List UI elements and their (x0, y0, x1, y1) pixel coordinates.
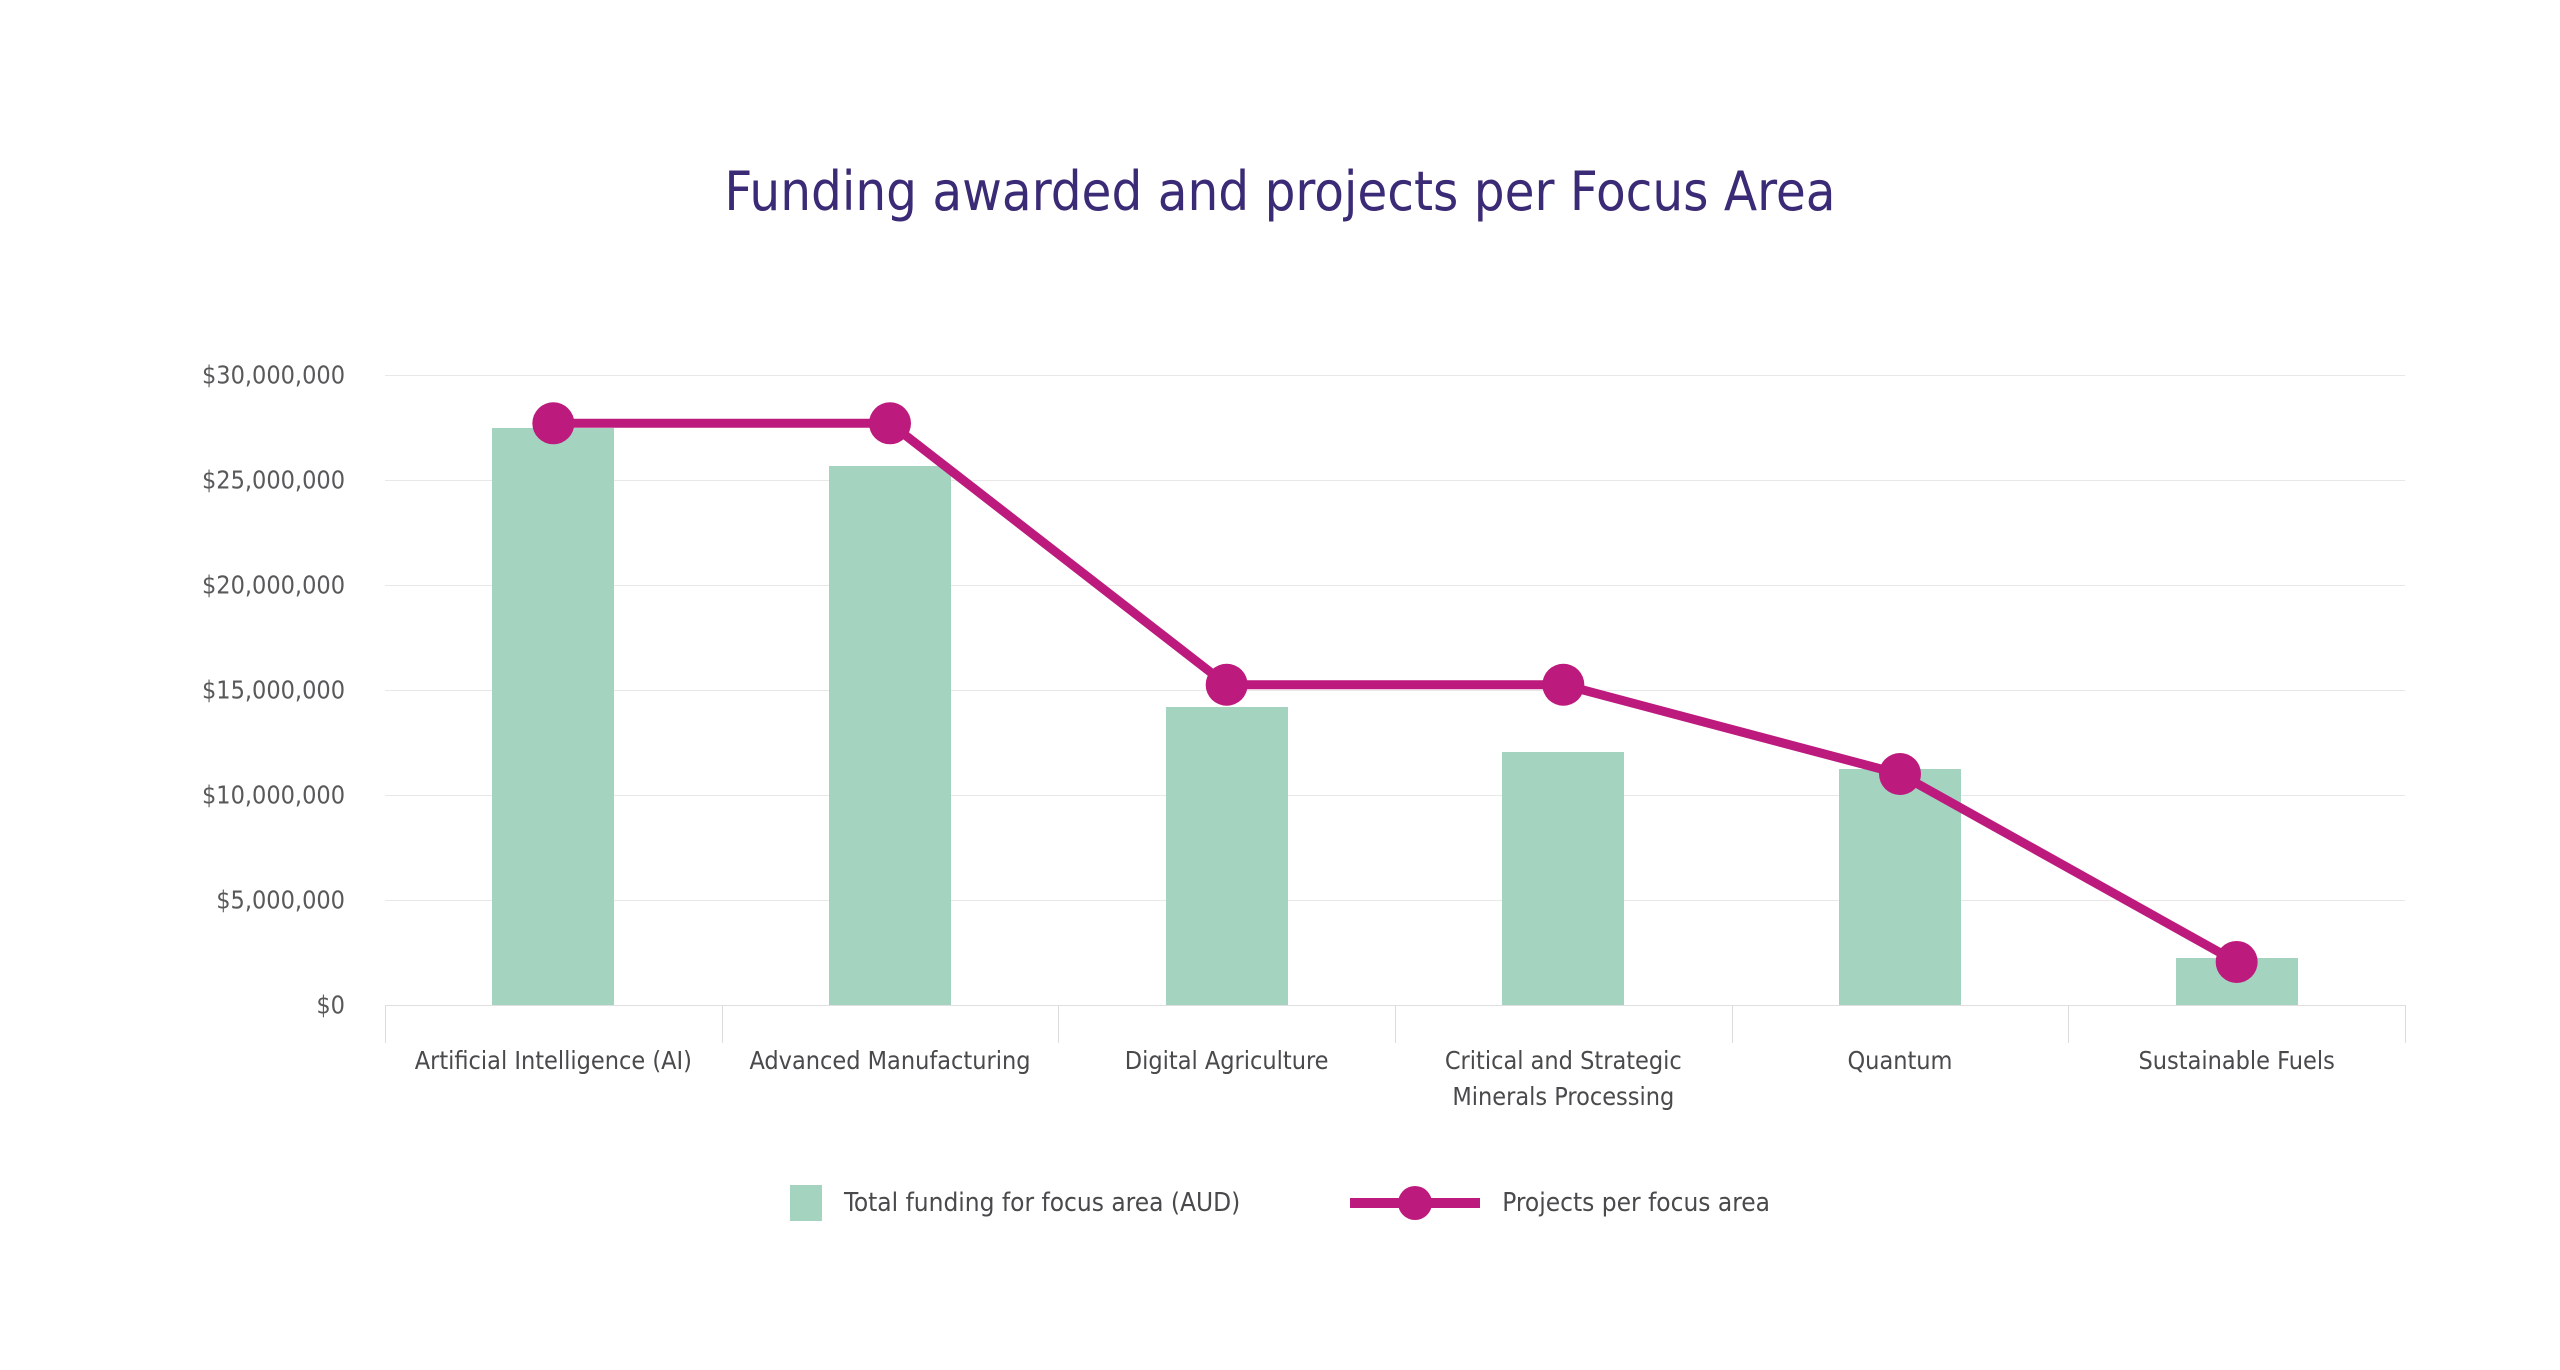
x-axis-tick (722, 1005, 723, 1043)
x-axis-label-line: Artificial Intelligence (AI) (415, 1046, 692, 1075)
bar[interactable] (1839, 769, 1961, 1005)
chart-legend: Total funding for focus area (AUD) Proje… (0, 1185, 2560, 1221)
bar[interactable] (2176, 958, 2298, 1005)
x-axis-label-line: Digital Agriculture (1125, 1046, 1329, 1075)
chart-container: Funding awarded and projects per Focus A… (0, 0, 2560, 1370)
x-axis-category-label: Artificial Intelligence (AI) (385, 1043, 722, 1079)
x-axis-label-line: Quantum (1847, 1046, 1952, 1075)
x-axis-label-line: Sustainable Fuels (2139, 1046, 2335, 1075)
x-axis-category-label: Sustainable Fuels (2068, 1043, 2405, 1079)
x-axis-tick (385, 1005, 386, 1043)
x-axis-tick (1395, 1005, 1396, 1043)
y-axis-tick-label: $30,000,000 (0, 361, 345, 390)
x-axis-category-label: Advanced Manufacturing (722, 1043, 1059, 1079)
legend-label-projects: Projects per focus area (1502, 1188, 1770, 1218)
legend-swatch-icon (790, 1185, 822, 1221)
x-axis-category-label: Critical and Strategic Minerals Processin… (1395, 1043, 1732, 1115)
x-axis-tick (1058, 1005, 1059, 1043)
x-axis-category-label: Digital Agriculture (1058, 1043, 1395, 1079)
x-axis-tick (2068, 1005, 2069, 1043)
bar[interactable] (1166, 707, 1288, 1005)
x-axis-label-line: Critical and Strategic (1445, 1046, 1682, 1075)
line-marker[interactable] (1206, 664, 1248, 706)
x-axis-label-line: Minerals Processing (1452, 1082, 1674, 1111)
gridline (385, 900, 2405, 901)
bar[interactable] (492, 428, 614, 1006)
gridline (385, 480, 2405, 481)
gridline (385, 375, 2405, 376)
line-path (553, 423, 2236, 962)
legend-item-projects[interactable]: Projects per focus area (1350, 1185, 1770, 1221)
legend-item-funding[interactable]: Total funding for focus area (AUD) (790, 1185, 1240, 1221)
y-axis-tick-label: $20,000,000 (0, 571, 345, 600)
x-axis-tick (1732, 1005, 1733, 1043)
y-axis-tick-label: $15,000,000 (0, 676, 345, 705)
x-axis-category-label: Quantum (1732, 1043, 2069, 1079)
y-axis-tick-label: $0 (0, 991, 345, 1020)
y-axis-tick-label: $5,000,000 (0, 886, 345, 915)
line-marker[interactable] (869, 402, 911, 444)
bar[interactable] (829, 466, 951, 1005)
legend-label-funding: Total funding for focus area (AUD) (844, 1188, 1240, 1218)
gridline (385, 795, 2405, 796)
x-axis-tick (2405, 1005, 2406, 1043)
y-axis-labels: $0 $5,000,000 $10,000,000 $15,000,000 $20,00… (0, 0, 355, 1370)
plot-area (385, 375, 2405, 1005)
gridline (385, 690, 2405, 691)
x-axis: Artificial Intelligence (AI) Advanced Man… (385, 1005, 2405, 1165)
y-axis-tick-label: $10,000,000 (0, 781, 345, 810)
chart-title: Funding awarded and projects per Focus A… (0, 160, 2560, 223)
line-marker[interactable] (1542, 664, 1584, 706)
legend-line-marker-icon (1350, 1185, 1480, 1221)
y-axis-tick-label: $25,000,000 (0, 466, 345, 495)
bar[interactable] (1502, 752, 1624, 1005)
x-axis-label-line: Advanced Manufacturing (749, 1046, 1030, 1075)
gridline (385, 585, 2405, 586)
